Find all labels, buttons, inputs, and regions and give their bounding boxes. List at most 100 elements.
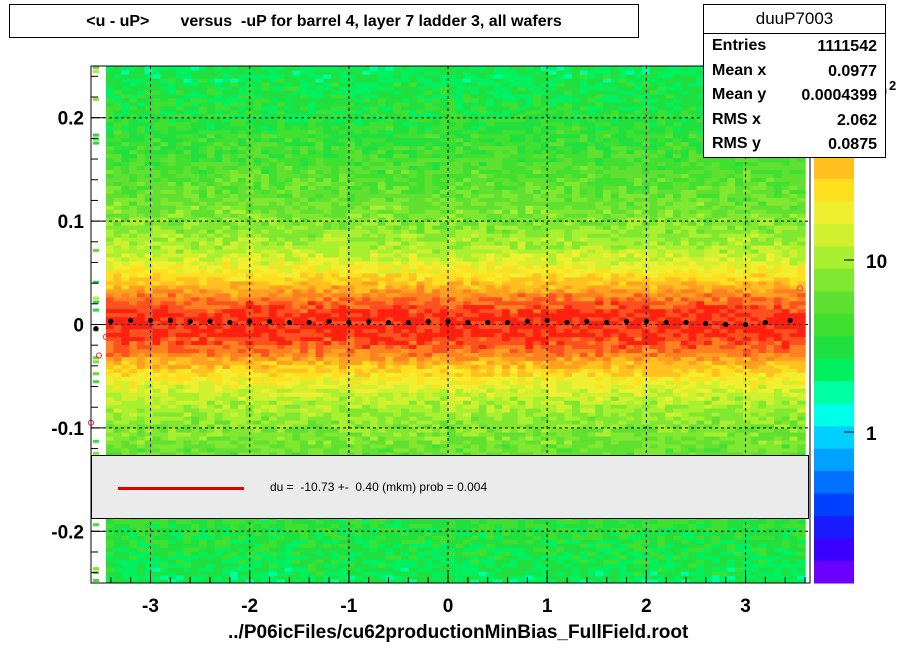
heatmap-cell bbox=[354, 133, 363, 139]
heatmap-cell bbox=[230, 121, 239, 127]
heatmap-cell bbox=[385, 328, 394, 334]
heatmap-cell bbox=[346, 89, 356, 95]
heatmap-cell bbox=[253, 280, 262, 286]
heatmap-cell bbox=[300, 555, 309, 560]
heatmap-cell bbox=[276, 312, 286, 318]
heatmap-cell bbox=[253, 149, 262, 155]
heatmap-cell bbox=[269, 177, 278, 182]
heatmap-cell bbox=[323, 264, 332, 270]
heatmap-cell bbox=[377, 416, 387, 421]
heatmap-cell bbox=[237, 300, 247, 306]
heatmap-cell bbox=[113, 571, 122, 576]
heatmap-cell bbox=[183, 539, 192, 544]
heatmap-cell bbox=[354, 559, 363, 564]
heatmap-cell bbox=[160, 551, 169, 556]
heatmap-cell bbox=[214, 256, 223, 262]
heatmap-cell bbox=[144, 364, 154, 369]
heatmap-cell bbox=[152, 372, 161, 377]
heatmap-cell bbox=[222, 264, 231, 270]
heatmap-cell bbox=[199, 245, 208, 250]
heatmap-cell bbox=[323, 439, 332, 445]
heatmap-cell bbox=[191, 225, 200, 230]
heatmap-cell bbox=[136, 348, 146, 353]
heatmap-cell bbox=[354, 193, 363, 198]
heatmap-cell bbox=[370, 400, 379, 405]
heatmap-cell bbox=[144, 221, 154, 226]
heatmap-cell bbox=[113, 372, 122, 377]
heatmap-cell bbox=[393, 74, 402, 79]
heatmap-cell bbox=[261, 225, 270, 230]
heatmap-cell bbox=[222, 137, 231, 143]
heatmap-cell bbox=[377, 66, 387, 71]
heatmap-cell bbox=[385, 447, 394, 453]
heatmap-cell bbox=[129, 423, 138, 429]
heatmap-cell bbox=[191, 447, 200, 453]
heatmap-cell bbox=[105, 344, 115, 349]
heatmap-cell bbox=[168, 113, 177, 119]
heatmap-cell bbox=[121, 121, 130, 127]
heatmap-cell bbox=[377, 221, 387, 226]
heatmap-cell bbox=[338, 344, 348, 349]
heatmap-cell bbox=[362, 559, 371, 564]
heatmap-cell bbox=[323, 221, 332, 226]
heatmap-cell bbox=[300, 423, 309, 429]
heatmap-cell bbox=[315, 213, 324, 218]
heatmap-cell bbox=[199, 125, 208, 131]
heatmap-cell bbox=[377, 133, 387, 139]
heatmap-cell bbox=[214, 193, 223, 198]
heatmap-cell bbox=[261, 412, 270, 417]
heatmap-cell bbox=[346, 412, 356, 417]
heatmap-cell bbox=[292, 161, 301, 166]
heatmap-cell bbox=[152, 356, 161, 361]
heatmap-cell bbox=[113, 117, 122, 123]
heatmap-cell bbox=[160, 312, 169, 318]
heatmap-cell bbox=[338, 145, 348, 151]
heatmap-cell bbox=[354, 344, 363, 349]
heatmap-cell bbox=[331, 579, 340, 583]
heatmap-cell bbox=[175, 320, 185, 326]
heatmap-cell bbox=[276, 129, 286, 135]
heatmap-cell bbox=[315, 276, 324, 282]
heatmap-cell bbox=[338, 209, 348, 214]
heatmap-cell bbox=[393, 539, 402, 544]
heatmap-cell bbox=[276, 539, 286, 544]
heatmap-cell bbox=[331, 197, 340, 202]
heatmap-cell bbox=[269, 316, 278, 322]
heatmap-cell bbox=[183, 77, 192, 83]
heatmap-cell bbox=[199, 527, 208, 532]
heatmap-cell bbox=[199, 256, 208, 262]
heatmap-cell bbox=[152, 519, 161, 524]
heatmap-cell bbox=[331, 256, 340, 262]
heatmap-cell bbox=[175, 368, 185, 373]
heatmap-cell bbox=[175, 264, 185, 270]
heatmap-cell bbox=[160, 308, 169, 314]
heatmap-cell bbox=[253, 316, 262, 322]
heatmap-cell bbox=[393, 559, 402, 564]
heatmap-cell bbox=[113, 352, 122, 357]
heatmap-cell bbox=[300, 125, 309, 131]
heatmap-cell bbox=[105, 372, 115, 377]
heatmap-cell bbox=[199, 237, 208, 242]
heatmap-cell bbox=[300, 380, 309, 385]
heatmap-cell bbox=[160, 435, 169, 441]
heatmap-cell bbox=[191, 165, 200, 170]
heatmap-cell bbox=[136, 252, 146, 258]
heatmap-cell bbox=[307, 543, 317, 548]
heatmap-cell bbox=[222, 527, 231, 532]
heatmap-cell bbox=[113, 185, 122, 190]
heatmap-cell bbox=[377, 237, 387, 242]
heatmap-cell bbox=[121, 225, 130, 230]
heatmap-cell bbox=[191, 344, 200, 349]
heatmap-cell bbox=[284, 368, 293, 373]
heatmap-cell bbox=[300, 284, 309, 290]
heatmap-cell bbox=[377, 89, 387, 95]
heatmap-cell bbox=[370, 77, 379, 83]
heatmap-cell bbox=[230, 539, 239, 544]
heatmap-cell bbox=[144, 332, 154, 338]
heatmap-cell bbox=[315, 435, 324, 441]
heatmap-cell bbox=[206, 173, 216, 178]
heatmap-cell bbox=[377, 535, 387, 540]
heatmap-cell bbox=[307, 89, 317, 95]
heatmap-cell bbox=[292, 439, 301, 445]
heatmap-cell bbox=[292, 304, 301, 310]
